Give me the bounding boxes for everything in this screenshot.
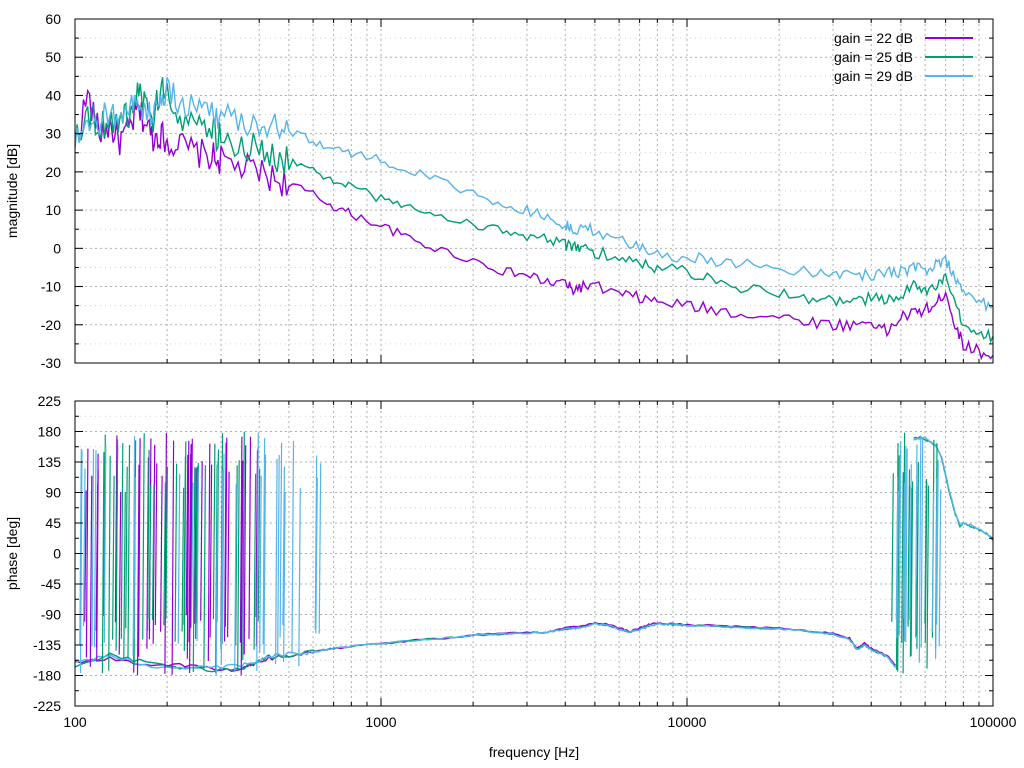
- y-tick-label: 90: [45, 485, 61, 501]
- x-tick-label: 10000: [668, 714, 707, 730]
- magnitude-series: [75, 77, 993, 361]
- magnitude-grid: [75, 19, 993, 363]
- y-tick-label: 40: [45, 87, 61, 103]
- magnitude-y-axis-label: magnitude [dB]: [4, 144, 20, 238]
- y-tick-label: -10: [41, 279, 61, 295]
- y-tick-label: 135: [38, 454, 62, 470]
- x-tick-label: 100000: [970, 714, 1017, 730]
- legend: gain = 22 dB gain = 25 dB gain = 29 dB: [834, 30, 973, 84]
- phase-wrap-trace: [84, 433, 259, 676]
- y-tick-label: -180: [33, 668, 61, 684]
- phase-ticks: -225 -180 -135 -90 -45 0 45 90 135 180 225 100 1000 1…: [33, 393, 1017, 730]
- y-tick-label: 0: [53, 240, 61, 256]
- series-line: [75, 77, 993, 344]
- magnitude-ticks: -30 -20 -10 0 10 20 30 40 50 60: [41, 11, 993, 371]
- phase-y-axis-label: phase [deg]: [4, 517, 20, 590]
- y-tick-label: -225: [33, 698, 61, 714]
- y-tick-label: 225: [38, 393, 62, 409]
- phase-wrap-trace: [79, 432, 322, 676]
- legend-entry-label: gain = 22 dB: [834, 30, 913, 46]
- y-tick-label: -45: [41, 576, 61, 592]
- magnitude-panel: -30 -20 -10 0 10 20 30 40 50 60 magnitude [dB] ga…: [4, 11, 994, 371]
- phase-panel: -225 -180 -135 -90 -45 0 45 90 135 180 225 100 1000 1…: [4, 393, 1017, 760]
- y-tick-label: 50: [45, 49, 61, 65]
- series-line: [75, 77, 993, 313]
- x-tick-label: 100: [63, 714, 87, 730]
- y-tick-label: 10: [45, 202, 61, 218]
- phase-series: [75, 431, 993, 676]
- legend-entry-label: gain = 29 dB: [834, 68, 913, 84]
- y-tick-label: 45: [45, 515, 61, 531]
- y-tick-label: -135: [33, 637, 61, 653]
- y-tick-label: -90: [41, 607, 61, 623]
- y-tick-label: 20: [45, 164, 61, 180]
- series-line: [75, 622, 896, 670]
- phase-wrap-trace: [895, 435, 942, 663]
- legend-entry-label: gain = 25 dB: [834, 49, 913, 65]
- y-tick-label: 30: [45, 126, 61, 142]
- y-tick-label: 180: [38, 424, 62, 440]
- y-tick-label: -30: [41, 355, 61, 371]
- y-tick-label: 0: [53, 546, 61, 562]
- x-tick-label: 1000: [365, 714, 396, 730]
- y-tick-label: 60: [45, 11, 61, 27]
- frequency-x-axis-label: frequency [Hz]: [489, 744, 579, 760]
- series-line: [75, 88, 993, 361]
- y-tick-label: -20: [41, 317, 61, 333]
- series-line: [913, 436, 993, 540]
